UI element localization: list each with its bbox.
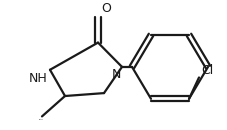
- Text: N: N: [111, 68, 121, 81]
- Text: Cl: Cl: [200, 63, 212, 76]
- Text: methyl: methyl: [38, 118, 43, 120]
- Text: NH: NH: [29, 72, 48, 85]
- Text: O: O: [101, 2, 110, 15]
